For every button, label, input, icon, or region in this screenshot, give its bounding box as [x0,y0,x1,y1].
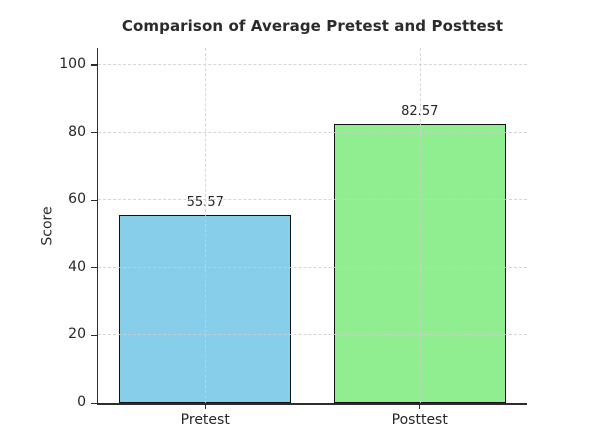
y-tick-mark [90,402,97,404]
y-tick-label: 20 [68,326,86,343]
x-axis-spine [96,403,527,405]
y-tick-label: 60 [68,191,86,208]
bar-value-label-posttest: 82.57 [401,103,439,119]
chart-title: Comparison of Average Pretest and Postte… [121,17,504,35]
y-tick-mark [90,199,97,201]
y-axis-title: Score [38,48,58,403]
y-tick-mark [90,334,97,337]
y-tick-label: 100 [59,55,86,72]
y-tick-mark [90,132,97,134]
y-tick-label: 0 [77,394,86,410]
bar-pretest [119,215,292,403]
x-tick-mark [204,403,206,409]
y-axis-spine [96,48,98,405]
plot-area: 55.57 82.57 [98,48,527,403]
x-tick-label-pretest: Pretest [180,412,230,428]
y-axis-title-text: Score [40,205,56,246]
y-tick-mark [90,267,97,269]
x-tick-mark [419,403,421,409]
y-tick-label: 80 [68,123,86,140]
bar-posttest [333,123,506,403]
gridline-horizontal [98,63,527,65]
y-tick-mark [90,64,97,66]
y-tick-label: 40 [68,258,86,275]
x-tick-label-posttest: Posttest [391,412,448,428]
bar-value-label-pretest: 55.57 [186,195,224,211]
